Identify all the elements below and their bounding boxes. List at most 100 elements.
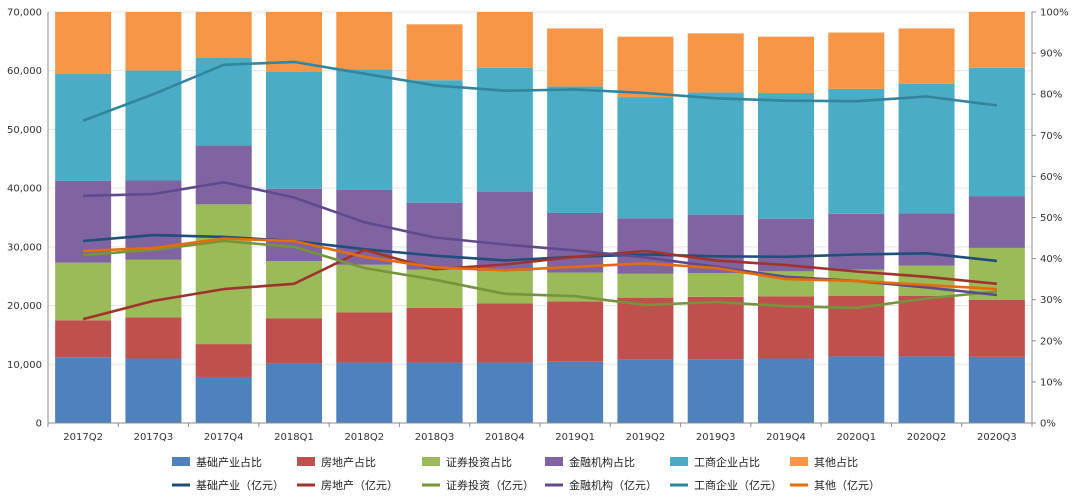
bar-segment	[125, 70, 182, 181]
y-right-tick-label: 30%	[1040, 295, 1062, 306]
bar-segment	[968, 247, 1025, 300]
x-tick-label: 2018Q1	[274, 432, 314, 443]
bar-segment	[968, 299, 1025, 357]
legend-label: 基础产业占比	[196, 455, 262, 469]
bar-segment	[687, 296, 744, 360]
legend-swatch	[790, 457, 808, 466]
legend-swatch	[297, 457, 315, 466]
legend-swatch	[422, 457, 440, 466]
legend-swatch	[545, 457, 563, 466]
y-left-tick-label: 20,000	[7, 301, 42, 312]
bar-segment	[266, 363, 322, 423]
y-right-tick-label: 80%	[1040, 90, 1062, 101]
x-tick-label: 2017Q3	[134, 432, 174, 443]
legend-label: 工商企业占比	[694, 455, 760, 469]
bar-segment	[125, 259, 182, 318]
y-right-tick-label: 90%	[1040, 49, 1062, 60]
legend-label: 证券投资占比	[446, 455, 512, 469]
bar-segment	[758, 92, 814, 219]
bar-segment	[687, 359, 744, 423]
x-tick-label: 2019Q4	[766, 432, 806, 443]
line-layer	[82, 60, 998, 321]
y-right-tick-label: 10%	[1040, 377, 1062, 388]
y-left-tick-label: 0	[36, 419, 42, 430]
bar-segment	[476, 362, 533, 423]
bar-segment	[898, 28, 955, 84]
legend-label: 房地产（亿元）	[321, 478, 398, 492]
bar-segment	[898, 296, 955, 357]
bar-segment	[195, 204, 252, 345]
series-line	[82, 60, 998, 122]
bar-segment	[547, 301, 604, 362]
x-tick-label: 2018Q2	[344, 432, 384, 443]
bar-segment	[476, 270, 533, 304]
bar-segment	[336, 12, 393, 70]
bar-segment	[617, 273, 674, 298]
bar-segment	[55, 262, 112, 321]
legend-label: 房地产占比	[321, 455, 376, 469]
bar-segment	[758, 358, 814, 423]
bar-segment	[195, 12, 252, 58]
y-right-tick-label: 70%	[1040, 131, 1062, 142]
y-right-tick-label: 40%	[1040, 254, 1062, 265]
bar-segment	[758, 36, 814, 93]
bar-segment	[476, 191, 533, 271]
bar-segment	[547, 86, 604, 213]
bar-segment	[547, 361, 604, 423]
legend-swatch	[670, 457, 688, 466]
bar-segment	[898, 265, 955, 297]
x-tick-label: 2018Q4	[485, 432, 525, 443]
bar-segment	[195, 376, 252, 423]
x-tick-label: 2019Q3	[696, 432, 736, 443]
y-left-tick-label: 70,000	[7, 8, 42, 19]
axes: 0 10,000 20,000 30,000 40,000 50,000 60,000 70,…	[7, 8, 1069, 444]
bar-segment	[968, 12, 1025, 68]
bar-segment	[55, 357, 112, 423]
bar-segment	[617, 97, 674, 219]
x-tick-label: 2020Q2	[907, 432, 947, 443]
x-tick-label: 2020Q3	[977, 432, 1017, 443]
y-left-tick-label: 40,000	[7, 184, 42, 195]
legend-label: 证券投资（亿元）	[446, 478, 534, 492]
bar-segment	[617, 297, 674, 360]
bar-segment	[617, 36, 674, 98]
bar-segment	[55, 73, 112, 181]
y-left-tick-label: 50,000	[7, 125, 42, 136]
bar-segment	[476, 303, 533, 363]
bar-segment	[266, 261, 322, 319]
legend-label: 工商企业（亿元）	[694, 478, 782, 492]
legend: 基础产业占比 房地产占比 证券投资占比 金融机构占比 工商企业占比 其他占比基础产业（亿元…	[172, 455, 880, 492]
y-left-tick-label: 60,000	[7, 66, 42, 77]
bar-segment	[195, 57, 252, 146]
bar-segment	[406, 362, 463, 423]
legend-label: 金融机构占比	[569, 455, 635, 469]
y-left-tick-label: 30,000	[7, 242, 42, 253]
bar-segment	[125, 358, 182, 423]
bar-segment	[55, 12, 112, 74]
legend-label: 金融机构（亿元）	[569, 478, 657, 492]
y-left-tick-label: 10,000	[7, 360, 42, 371]
bar-segment	[898, 356, 955, 423]
bar-segment	[195, 145, 252, 205]
bar-segment	[55, 320, 112, 358]
bar-segment	[476, 12, 533, 68]
bar-segment	[266, 318, 322, 364]
series-line	[83, 237, 997, 291]
bar-segment	[336, 312, 393, 363]
x-tick-label: 2017Q4	[204, 432, 244, 443]
series-line	[83, 239, 998, 310]
bar-segment	[195, 344, 252, 377]
bar-segment	[617, 359, 674, 423]
bar-segment	[828, 356, 885, 423]
bar-segment	[125, 317, 182, 359]
x-tick-label: 2019Q2	[626, 432, 666, 443]
y-right-tick-label: 100%	[1040, 8, 1069, 19]
series-line	[82, 233, 998, 263]
legend-label: 其他占比	[814, 455, 858, 469]
x-tick-label: 2018Q3	[415, 432, 455, 443]
bar-segment	[828, 88, 885, 214]
legend-label: 其他（亿元）	[814, 479, 880, 492]
bar-segment	[898, 213, 955, 266]
bar-segment	[476, 67, 533, 192]
